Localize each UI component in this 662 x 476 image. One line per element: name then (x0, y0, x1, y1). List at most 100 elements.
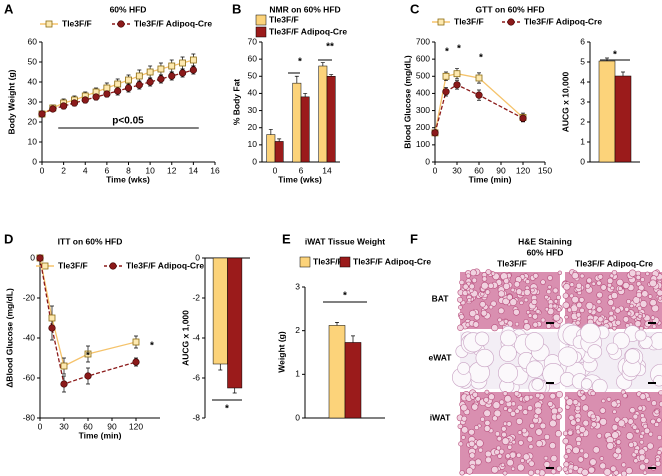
cell (632, 413, 639, 420)
cell (484, 419, 491, 427)
cell (638, 454, 646, 462)
cell (576, 440, 582, 446)
x-axis-label: Time (wks) (106, 174, 150, 184)
x-tick-label: 0 (40, 165, 45, 175)
cell (577, 456, 584, 463)
chart-title: GTT on 60% HFD (476, 4, 545, 14)
cell (562, 466, 568, 472)
cell (534, 407, 542, 415)
cell (557, 270, 563, 275)
cell (526, 310, 531, 315)
legend-label: Tle3F/F (269, 14, 299, 24)
cell (637, 313, 643, 319)
cell (474, 458, 482, 466)
cell (651, 400, 657, 407)
cell (567, 307, 573, 313)
cell (557, 407, 563, 413)
cell (585, 301, 594, 310)
cell (562, 292, 569, 299)
legend-swatch (255, 14, 267, 26)
point (431, 129, 439, 137)
cell (616, 278, 624, 287)
y-tick-label: 30 (28, 96, 38, 106)
cell (603, 468, 612, 476)
scale-bar (648, 382, 656, 384)
legend-swatch (299, 256, 311, 268)
cell (517, 463, 525, 472)
cell (632, 424, 638, 430)
point (146, 78, 154, 86)
cell (615, 439, 622, 445)
point (189, 56, 197, 64)
x-tick-label: 150 (538, 165, 552, 175)
cell (544, 294, 549, 300)
x-tick-label: 12 (167, 165, 177, 175)
x-tick-label: 8 (126, 165, 131, 175)
cell (565, 398, 574, 406)
y-tick-label: 3 (295, 281, 300, 291)
cell (628, 269, 637, 277)
point (114, 80, 122, 88)
cell (596, 433, 603, 439)
point (92, 93, 100, 101)
point (81, 96, 89, 104)
cell (639, 439, 644, 445)
cell (626, 299, 632, 304)
cell (547, 401, 554, 407)
cell (580, 322, 601, 344)
cell (584, 283, 591, 289)
x-tick-label: 0 (433, 165, 438, 175)
x-tick-label: 6 (105, 165, 110, 175)
cell (531, 378, 544, 391)
cell (467, 298, 472, 303)
chart-title: NMR on 60% HFD (269, 4, 340, 14)
cell (497, 317, 502, 323)
cell (587, 344, 603, 359)
y-axis-label: ΔBlood Glucose (mg/dL) (4, 288, 14, 388)
cell (639, 393, 647, 400)
cell (656, 417, 662, 423)
cell (471, 277, 478, 284)
error-bar (329, 74, 334, 77)
cell (543, 455, 549, 461)
bar (274, 141, 284, 163)
cell (469, 309, 477, 318)
cell (543, 433, 550, 441)
bar (598, 60, 616, 163)
cell (625, 467, 633, 475)
bar (266, 134, 276, 163)
y-tick-label: 6 (580, 36, 585, 46)
column-label: Tle3F/F (497, 258, 527, 268)
legend-label: Tle3F/F Adipoq-Cre (353, 256, 431, 266)
y-tick-label: 0 (580, 156, 585, 166)
point (178, 69, 187, 77)
cell (544, 307, 549, 312)
point (114, 87, 122, 95)
cell (580, 390, 585, 395)
cell (564, 314, 569, 320)
point (475, 91, 483, 99)
cell (563, 283, 571, 291)
cell (564, 395, 569, 401)
cell (576, 302, 583, 309)
panel-label: F (410, 231, 418, 246)
cell (651, 324, 657, 329)
cell (502, 470, 508, 476)
cell (522, 409, 529, 416)
cell (655, 457, 660, 462)
point (168, 72, 176, 80)
y-axis-label: Body Weight (g) (6, 69, 16, 134)
x-tick-label: 30 (59, 421, 69, 431)
cell (640, 430, 646, 436)
cell (571, 272, 579, 280)
cell (532, 313, 539, 320)
cell (493, 409, 502, 418)
cell (529, 423, 535, 429)
x-tick-label: 60 (474, 165, 484, 175)
y-tick-label: -20 (23, 292, 36, 302)
cell (642, 470, 648, 475)
cell (590, 413, 596, 420)
legend-label: Tle3F/F Adipoq-Cre (134, 18, 212, 28)
cell (599, 407, 606, 414)
legend-label: Tle3F/F (62, 18, 92, 28)
